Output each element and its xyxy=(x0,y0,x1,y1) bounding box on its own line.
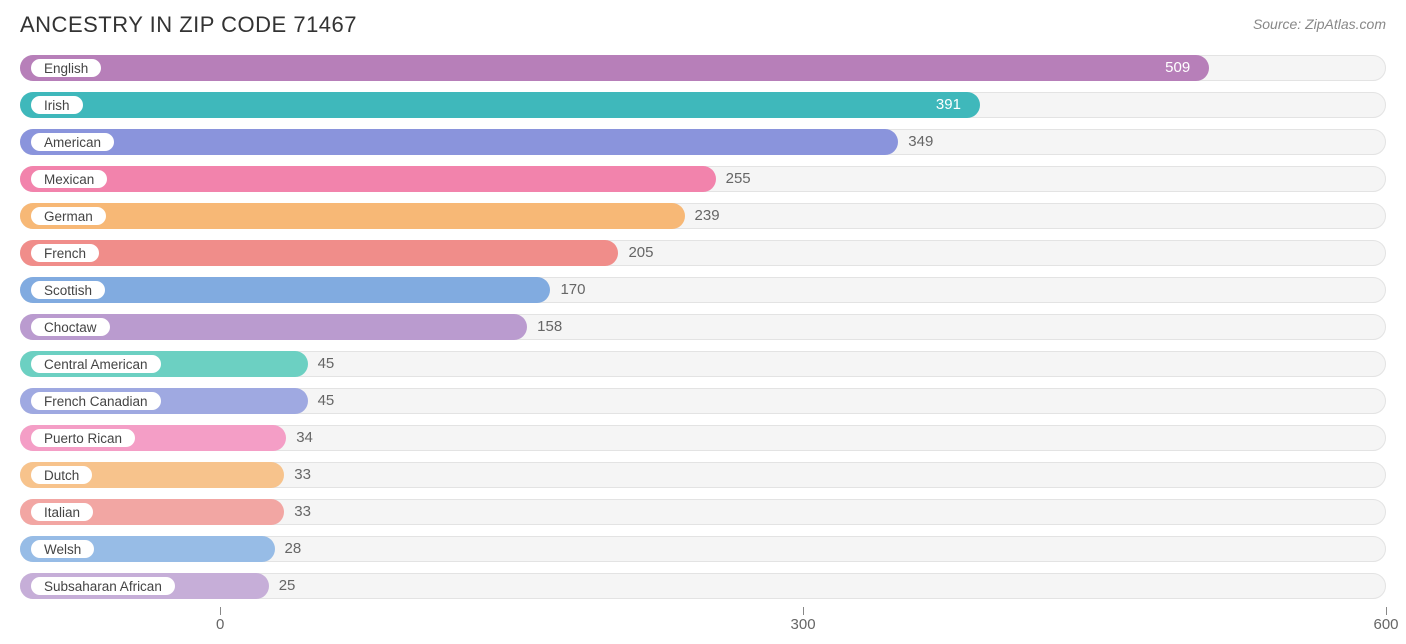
bar-row: Central American 45 xyxy=(20,348,1386,380)
bar-fill xyxy=(20,129,898,155)
bar-value-label: 34 xyxy=(296,429,313,446)
bar-category-pill: Welsh xyxy=(30,539,95,559)
bar-value-label: 45 xyxy=(318,392,335,409)
axis-tick xyxy=(1386,607,1387,615)
axis-tick-label: 600 xyxy=(1373,616,1398,633)
bar-row: French 205 xyxy=(20,237,1386,269)
bar-value-label: 239 xyxy=(695,207,720,224)
bar-category-pill: Italian xyxy=(30,502,94,522)
chart-title: ANCESTRY IN ZIP CODE 71467 xyxy=(20,12,357,38)
bar-row: Scottish 170 xyxy=(20,274,1386,306)
bar-category-pill: Choctaw xyxy=(30,317,111,337)
bar-category-pill: Irish xyxy=(30,95,84,115)
bar-category-pill: Dutch xyxy=(30,465,93,485)
axis-tick-label: 300 xyxy=(791,616,816,633)
bar-row: Subsaharan African 25 xyxy=(20,570,1386,602)
axis-tick xyxy=(803,607,804,615)
bar-category-pill: English xyxy=(30,58,102,78)
bar-row: Dutch 33 xyxy=(20,459,1386,491)
bar-value-label: 33 xyxy=(294,466,311,483)
bar-category-pill: Mexican xyxy=(30,169,108,189)
bar-category-pill: German xyxy=(30,206,107,226)
bar-category-pill: French Canadian xyxy=(30,391,162,411)
bar-row: Puerto Rican 34 xyxy=(20,422,1386,454)
chart-source: Source: ZipAtlas.com xyxy=(1253,16,1386,32)
bar-value-label: 25 xyxy=(279,577,296,594)
bar-value-label: 33 xyxy=(294,503,311,520)
bar-row: English 509 xyxy=(20,52,1386,84)
x-axis: 0300600 xyxy=(20,607,1386,635)
bar-fill xyxy=(20,92,980,118)
axis-tick-label: 0 xyxy=(216,616,224,633)
bar-category-pill: Scottish xyxy=(30,280,106,300)
bar-fill xyxy=(20,240,618,266)
bar-value-label: 255 xyxy=(726,170,751,187)
bar-row: Mexican 255 xyxy=(20,163,1386,195)
chart-area: English 509 Irish 391 American 349 Mexican 255 G… xyxy=(0,46,1406,635)
bar-category-pill: Puerto Rican xyxy=(30,428,136,448)
bar-row: Irish 391 xyxy=(20,89,1386,121)
bar-fill xyxy=(20,166,716,192)
bar-row: American 349 xyxy=(20,126,1386,158)
bar-row: Italian 33 xyxy=(20,496,1386,528)
bar-fill xyxy=(20,203,685,229)
chart-header: ANCESTRY IN ZIP CODE 71467 Source: ZipAt… xyxy=(0,0,1406,46)
axis-tick xyxy=(220,607,221,615)
bar-value-label: 28 xyxy=(285,540,302,557)
bar-fill xyxy=(20,55,1209,81)
bar-value-label: 158 xyxy=(537,318,562,335)
bar-category-pill: American xyxy=(30,132,115,152)
bar-category-pill: Central American xyxy=(30,354,162,374)
bar-row: German 239 xyxy=(20,200,1386,232)
bar-row: Choctaw 158 xyxy=(20,311,1386,343)
bar-value-label: 170 xyxy=(560,281,585,298)
bar-category-pill: French xyxy=(30,243,100,263)
bar-value-label: 509 xyxy=(1165,59,1190,76)
bar-value-label: 349 xyxy=(908,133,933,150)
bar-row: Welsh 28 xyxy=(20,533,1386,565)
bar-value-label: 391 xyxy=(936,96,961,113)
bar-row: French Canadian 45 xyxy=(20,385,1386,417)
bar-category-pill: Subsaharan African xyxy=(30,576,176,596)
bar-value-label: 205 xyxy=(628,244,653,261)
bar-value-label: 45 xyxy=(318,355,335,372)
